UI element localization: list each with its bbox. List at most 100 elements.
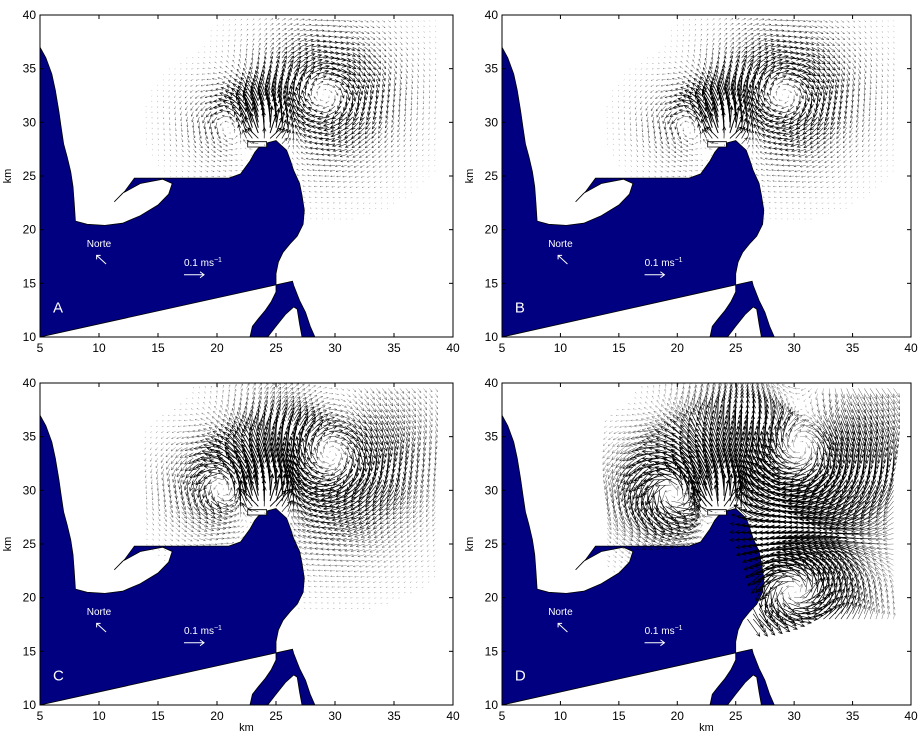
- current-arrow: [216, 542, 224, 545]
- current-arrow: [843, 116, 847, 125]
- current-arrow: [281, 395, 288, 405]
- current-arrow: [414, 474, 418, 485]
- current-arrow: [252, 43, 255, 48]
- current-arrow: [694, 154, 698, 156]
- current-arrow: [346, 398, 352, 403]
- current-arrow: [367, 106, 371, 116]
- current-arrow: [155, 436, 159, 439]
- current-arrow: [629, 106, 631, 110]
- current-arrow: [157, 133, 159, 135]
- current-arrow: [232, 403, 236, 410]
- current-arrow: [328, 532, 341, 536]
- current-arrow: [364, 132, 371, 140]
- current-arrow: [880, 106, 883, 110]
- current-arrow: [212, 105, 223, 109]
- current-arrow: [318, 575, 324, 577]
- current-arrow: [688, 29, 690, 32]
- scale-label-text: 0.1 ms: [184, 626, 214, 637]
- current-arrow: [785, 191, 789, 193]
- current-arrow: [281, 110, 286, 128]
- current-arrow: [358, 143, 365, 149]
- current-arrow: [823, 154, 830, 159]
- current-arrow: [410, 170, 412, 173]
- current-arrow: [612, 527, 619, 536]
- current-arrow: [799, 36, 809, 40]
- current-arrow: [177, 474, 182, 484]
- current-arrow: [422, 441, 427, 452]
- current-arrow: [411, 73, 414, 79]
- current-arrow: [337, 591, 341, 593]
- current-arrow: [384, 143, 389, 148]
- current-arrow: [785, 196, 789, 199]
- current-arrow: [212, 476, 223, 480]
- current-arrow: [823, 30, 829, 35]
- current-arrow: [344, 127, 353, 135]
- current-arrow: [402, 559, 406, 563]
- current-arrow: [624, 133, 626, 136]
- current-arrow: [419, 533, 424, 537]
- current-arrow: [603, 479, 608, 491]
- current-arrow: [682, 19, 684, 21]
- current-arrow: [816, 132, 824, 140]
- current-arrow: [705, 52, 708, 58]
- current-arrow: [214, 122, 218, 130]
- current-arrow: [381, 447, 387, 465]
- current-arrow: [852, 41, 856, 46]
- current-arrow: [222, 45, 224, 48]
- current-arrow: [751, 144, 754, 150]
- current-arrow: [370, 20, 375, 23]
- current-arrow: [398, 197, 400, 199]
- current-arrow: [289, 528, 294, 534]
- current-arrow: [306, 569, 312, 571]
- current-arrow: [775, 163, 783, 167]
- current-arrow: [642, 533, 656, 543]
- current-arrow: [234, 388, 237, 394]
- current-arrow: [659, 138, 663, 145]
- current-arrow: [306, 163, 312, 166]
- current-arrow: [364, 500, 377, 512]
- current-arrow: [793, 164, 801, 168]
- current-arrow: [855, 154, 859, 158]
- current-arrow: [392, 100, 395, 108]
- current-arrow: [419, 506, 424, 513]
- current-arrow: [228, 148, 234, 151]
- current-arrow: [282, 89, 289, 107]
- current-arrow: [331, 191, 336, 193]
- current-arrow: [174, 89, 176, 93]
- current-arrow: [161, 431, 164, 433]
- current-arrow: [281, 391, 288, 400]
- current-arrow: [718, 42, 721, 48]
- current-arrow: [314, 191, 318, 193]
- current-arrow: [711, 154, 713, 156]
- current-arrow: [858, 68, 861, 75]
- current-arrow: [701, 71, 707, 80]
- current-arrow: [434, 143, 436, 146]
- current-arrow: [630, 149, 632, 152]
- current-arrow: [331, 100, 336, 107]
- current-arrow: [778, 185, 783, 188]
- current-arrow: [243, 479, 253, 502]
- current-arrow: [358, 388, 363, 393]
- current-arrow: [355, 100, 360, 113]
- current-arrow: [305, 53, 316, 59]
- current-arrow: [874, 170, 877, 172]
- current-arrow: [334, 84, 342, 91]
- current-arrow: [344, 138, 353, 144]
- current-arrow: [405, 409, 411, 418]
- current-arrow: [370, 404, 376, 413]
- current-arrow: [364, 41, 371, 46]
- current-arrow: [838, 181, 841, 183]
- current-arrow: [329, 24, 336, 28]
- current-arrow: [429, 20, 431, 22]
- current-arrow: [169, 527, 174, 532]
- current-arrow: [327, 484, 347, 495]
- current-arrow: [296, 163, 300, 166]
- current-arrow: [336, 543, 347, 547]
- current-arrow: [234, 495, 240, 507]
- current-arrow: [829, 36, 835, 41]
- current-arrow: [409, 138, 412, 142]
- current-arrow: [607, 522, 612, 531]
- current-arrow: [377, 138, 383, 144]
- current-arrow: [316, 158, 324, 161]
- current-arrow: [297, 457, 312, 475]
